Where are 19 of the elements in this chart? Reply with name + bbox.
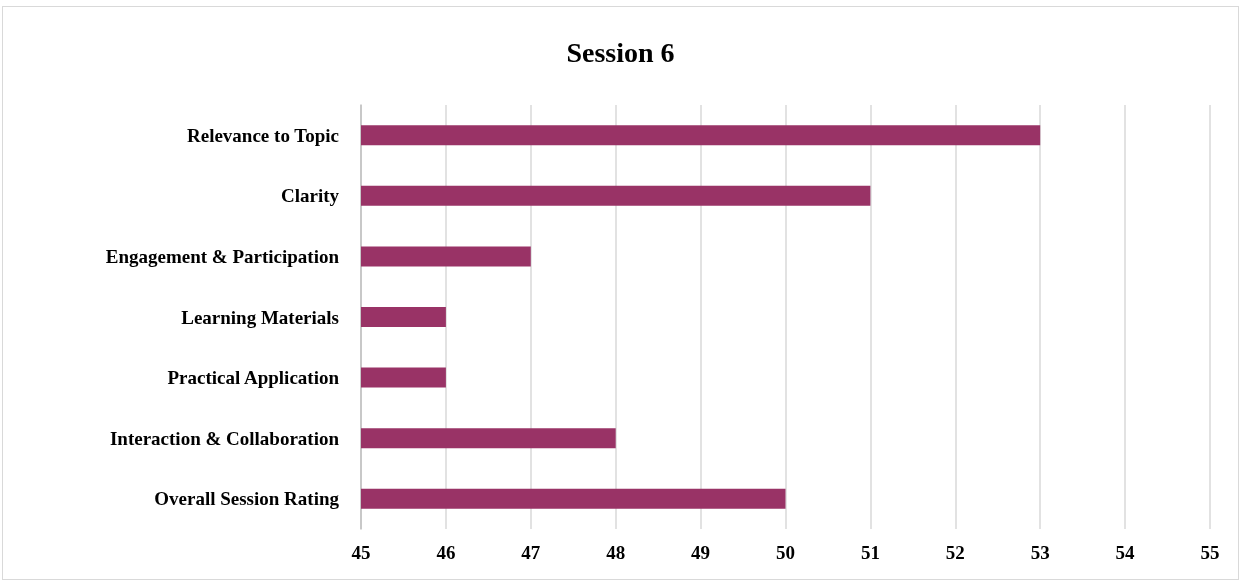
x-tick-label: 53 — [1030, 542, 1050, 563]
x-tick-label: 49 — [691, 542, 711, 563]
y-tick-label: Clarity — [280, 185, 340, 207]
y-tick-label: Practical Application — [167, 367, 340, 389]
y-tick-label: Engagement & Participation — [105, 245, 340, 267]
x-tick-label: 52 — [945, 542, 965, 563]
x-tick-label: 46 — [436, 542, 456, 563]
x-tick-label: 50 — [776, 542, 795, 563]
y-tick-label: Relevance to Topic — [187, 124, 339, 146]
y-tick-label: Learning Materials — [181, 306, 339, 328]
y-tick-label: Overall Session Rating — [154, 488, 340, 510]
x-tick-label: 51 — [860, 542, 880, 563]
x-tick-label: 47 — [521, 542, 541, 563]
x-tick-label: 45 — [351, 542, 371, 563]
x-tick-label: 48 — [606, 542, 626, 563]
x-tick-label: 55 — [1200, 542, 1220, 563]
x-tick-label: 54 — [1115, 542, 1136, 563]
chart-title: Session 6 — [566, 36, 675, 68]
y-tick-label: Interaction & Collaboration — [109, 427, 340, 449]
